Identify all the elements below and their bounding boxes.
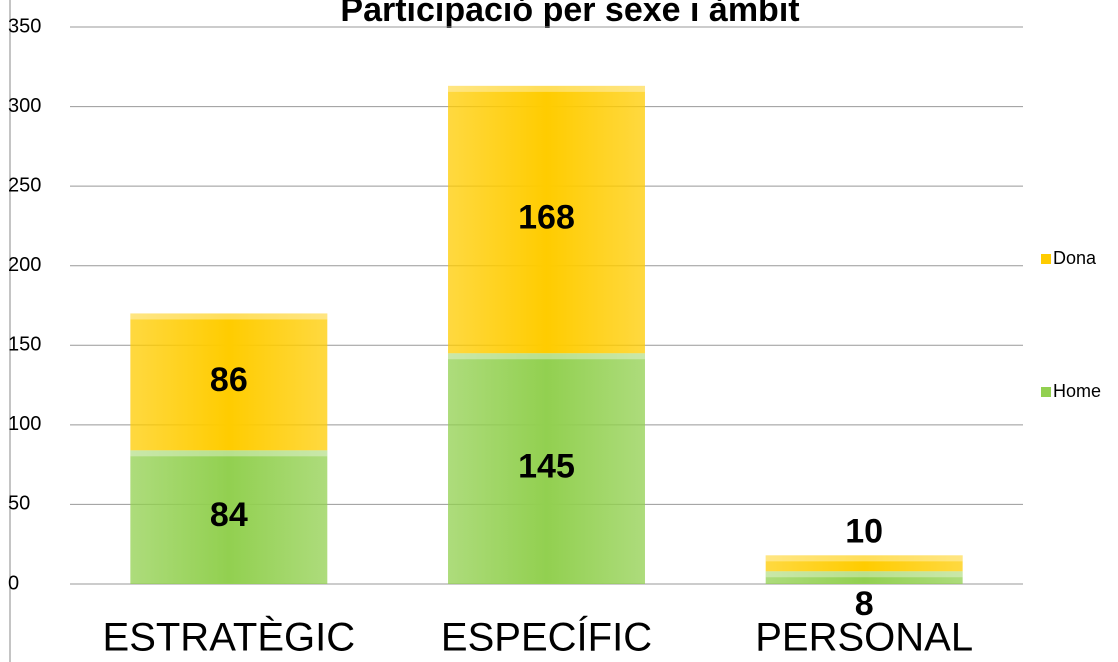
data-label: 145 — [518, 448, 575, 486]
data-label: 86 — [210, 361, 248, 399]
bar-segment — [130, 450, 328, 584]
legend-label: Dona — [1053, 248, 1097, 268]
x-tick-label: PERSONAL — [755, 616, 973, 660]
x-tick-label: ESPECÍFIC — [441, 615, 652, 660]
bar-segment — [448, 353, 645, 584]
bar-segment — [130, 313, 328, 451]
x-tick-label: ESTRATÈGIC — [103, 615, 356, 660]
chart-title: Participació per sexe i àmbit — [340, 0, 799, 29]
bar-segment — [765, 555, 963, 572]
bar-highlight — [130, 450, 328, 457]
legend-swatch — [1041, 254, 1051, 264]
data-label: 10 — [845, 512, 883, 550]
y-tick-label: 250 — [8, 174, 41, 196]
y-tick-label: 350 — [8, 15, 41, 37]
y-tick-label: 300 — [8, 95, 41, 117]
bar-segment — [765, 571, 963, 584]
data-label: 84 — [210, 496, 248, 534]
y-tick-label: 0 — [8, 572, 19, 594]
bar-highlight — [448, 353, 645, 360]
legend-label: Home — [1053, 381, 1101, 401]
y-tick-label: 50 — [8, 493, 30, 515]
y-tick-label: 150 — [8, 334, 41, 356]
y-tick-label: 100 — [8, 413, 41, 435]
legend-swatch — [1041, 387, 1051, 397]
bar-highlight — [765, 571, 963, 578]
bar-highlight — [130, 313, 328, 320]
y-tick-label: 200 — [8, 254, 41, 276]
bar-segment — [448, 85, 645, 354]
bar-highlight — [448, 85, 645, 92]
data-label: 8 — [855, 585, 874, 623]
bar-highlight — [765, 555, 963, 562]
data-label: 168 — [518, 199, 575, 237]
